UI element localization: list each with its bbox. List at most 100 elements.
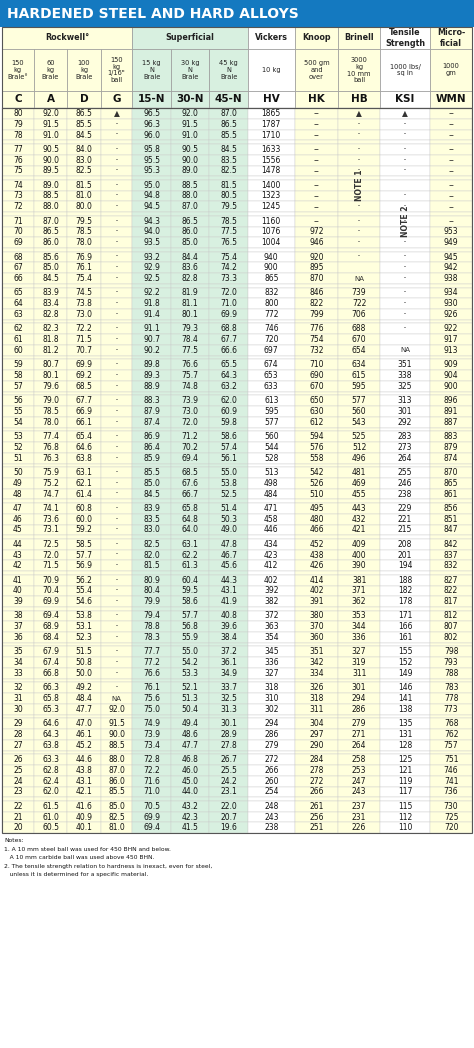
Bar — [132, 632, 171, 643]
Bar — [132, 108, 171, 118]
Bar — [132, 549, 171, 561]
Bar — [248, 539, 295, 549]
Text: 84.5: 84.5 — [143, 489, 160, 499]
Text: ·: · — [115, 154, 118, 167]
Bar — [171, 549, 210, 561]
Bar — [380, 392, 430, 395]
Bar — [2, 442, 34, 453]
Bar — [100, 180, 132, 191]
Text: 90.7: 90.7 — [143, 335, 160, 344]
Bar — [338, 478, 380, 488]
Text: 260: 260 — [264, 777, 279, 786]
Bar — [132, 216, 171, 226]
Bar — [295, 359, 338, 370]
Text: 55.0: 55.0 — [182, 648, 199, 656]
Text: 46.1: 46.1 — [75, 730, 92, 739]
Bar — [210, 166, 248, 176]
Bar — [430, 155, 472, 166]
Bar — [430, 309, 472, 320]
Text: 64.3: 64.3 — [220, 371, 237, 380]
Text: 188: 188 — [398, 575, 412, 585]
Bar — [338, 503, 380, 514]
Text: 292: 292 — [398, 418, 412, 427]
Text: ·: · — [357, 250, 361, 263]
Text: 71.0: 71.0 — [220, 299, 237, 308]
Text: ·: · — [357, 190, 361, 202]
Text: 119: 119 — [398, 777, 412, 786]
Bar — [2, 320, 34, 324]
Text: 55.4: 55.4 — [75, 587, 92, 595]
Bar — [100, 334, 132, 345]
Bar — [380, 191, 430, 201]
Bar — [171, 488, 210, 500]
Text: 60.5: 60.5 — [42, 824, 59, 832]
Bar — [171, 503, 210, 514]
Text: 75.6: 75.6 — [143, 694, 160, 703]
Bar — [210, 324, 248, 334]
Bar — [295, 191, 338, 201]
Text: 78.5: 78.5 — [75, 227, 92, 237]
Bar — [67, 287, 100, 299]
Text: 87.9: 87.9 — [143, 407, 160, 416]
Text: 72: 72 — [13, 202, 23, 212]
Text: 238: 238 — [398, 489, 412, 499]
Bar — [171, 571, 210, 574]
Bar — [132, 442, 171, 453]
Bar — [132, 140, 171, 144]
Bar — [210, 237, 248, 248]
Bar — [430, 324, 472, 334]
Text: 115: 115 — [398, 802, 412, 811]
Text: 83.0: 83.0 — [143, 525, 160, 534]
Text: 33.7: 33.7 — [220, 683, 237, 693]
Bar — [2, 668, 34, 679]
Text: 131: 131 — [398, 730, 412, 739]
Text: 89.8: 89.8 — [143, 361, 160, 369]
Bar — [2, 539, 34, 549]
Text: 92.5: 92.5 — [143, 275, 160, 283]
Bar — [67, 750, 100, 755]
Text: ·: · — [115, 477, 118, 489]
Bar — [132, 765, 171, 776]
Bar — [34, 611, 67, 621]
Text: 76.5: 76.5 — [220, 238, 237, 247]
Bar — [248, 144, 295, 155]
Bar — [338, 130, 380, 140]
Text: 85.5: 85.5 — [220, 131, 237, 139]
Text: 237: 237 — [352, 802, 366, 811]
Bar — [380, 539, 430, 549]
Bar — [380, 118, 430, 130]
Text: 318: 318 — [264, 683, 279, 693]
Bar — [2, 201, 34, 212]
Bar — [34, 621, 67, 632]
Bar — [100, 514, 132, 524]
Bar — [380, 201, 430, 212]
Bar — [430, 657, 472, 668]
Bar — [171, 740, 210, 750]
Bar — [34, 442, 67, 453]
Bar — [210, 586, 248, 596]
Text: 47.7: 47.7 — [182, 741, 199, 749]
Bar — [430, 191, 472, 201]
Bar — [171, 392, 210, 395]
Text: 560: 560 — [264, 432, 279, 441]
Bar — [2, 693, 34, 704]
Text: 1245: 1245 — [262, 202, 281, 212]
Text: ·: · — [115, 573, 118, 587]
Bar — [34, 514, 67, 524]
Text: 904: 904 — [444, 371, 458, 380]
Text: 47: 47 — [13, 504, 23, 512]
Text: 74.9: 74.9 — [143, 719, 160, 728]
Text: 58.6: 58.6 — [182, 597, 199, 606]
Text: ·: · — [115, 466, 118, 479]
Bar — [34, 118, 67, 130]
Bar — [132, 212, 171, 216]
Bar — [34, 488, 67, 500]
Text: 42: 42 — [13, 562, 23, 570]
Text: 61.4: 61.4 — [75, 489, 92, 499]
Text: –: – — [314, 155, 319, 166]
Bar — [67, 574, 100, 586]
Bar — [295, 201, 338, 212]
Bar — [132, 453, 171, 463]
Bar — [67, 503, 100, 514]
Text: ·: · — [403, 117, 407, 131]
